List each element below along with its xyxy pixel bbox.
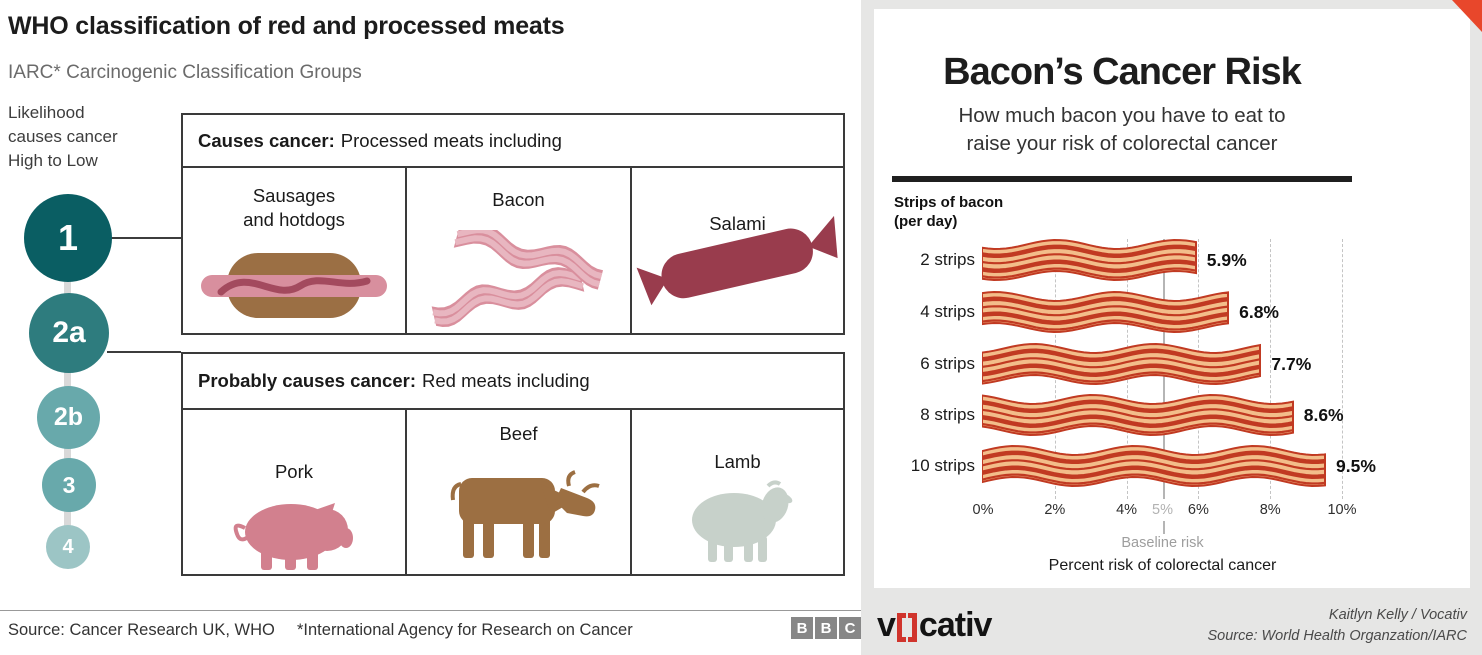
- vocativ-logo-v: v: [877, 606, 896, 644]
- axis-tick-label: 8%: [1259, 502, 1281, 518]
- credit-author: Kaitlyn Kelly / Vocativ: [1328, 607, 1467, 623]
- processed-meats-cells: Sausages and hotdogs Bacon Salami: [183, 168, 843, 333]
- credits: Kaitlyn Kelly / Vocativ Source: World He…: [1208, 605, 1468, 647]
- row-label: 4 strips: [920, 302, 975, 321]
- value-label: 7.7%: [1271, 354, 1312, 374]
- group-circle-4: 4: [46, 525, 90, 569]
- red-meats-header: Probably causes cancer: Red meats includ…: [183, 354, 843, 410]
- group-circle-2a: 2a: [29, 293, 109, 373]
- bacon-risk-card: Bacon’s Cancer Risk How much bacon you h…: [874, 9, 1470, 588]
- left-panel-title: WHO classification of red and processed …: [8, 12, 565, 40]
- vocativ-o-icon: [896, 613, 917, 642]
- vocativ-logo: v cativ: [877, 606, 992, 645]
- baseline-tick: [1162, 521, 1165, 534]
- row-label: 8 strips: [920, 405, 975, 424]
- title-rule: [892, 176, 1352, 182]
- bacon-bar: [981, 341, 1262, 392]
- group2a-connector-line: [107, 351, 181, 353]
- red-meats-cells: Pork: [183, 410, 843, 574]
- value-label: 6.8%: [1239, 302, 1279, 322]
- bbc-logo-letter: C: [839, 617, 861, 639]
- axis-tick-label: 2%: [1044, 502, 1066, 518]
- group-circle-1: 1: [24, 194, 112, 282]
- vocativ-logo-rest: cativ: [918, 606, 992, 644]
- y-axis-series-label: Strips of bacon (per day): [894, 194, 1004, 230]
- beef-label: Beef: [499, 423, 538, 444]
- axis-tick-label: 0%: [972, 502, 994, 518]
- baseline-label: Baseline risk: [1121, 535, 1204, 551]
- likelihood-axis-note: Likelihood causes cancer High to Low: [8, 103, 118, 170]
- sausages-label: Sausages and hotdogs: [243, 185, 345, 230]
- cell-beef: Beef: [405, 410, 630, 574]
- value-label: 9.5%: [1336, 456, 1376, 476]
- credit-source: Source: World Health Organzation/IARC: [1207, 628, 1468, 644]
- salami-label: Salami: [709, 213, 766, 234]
- cow-icon: [450, 470, 600, 558]
- hotdog-icon: [201, 253, 387, 318]
- cell-salami: Salami: [630, 168, 843, 333]
- x-axis-title: Percent risk of colorectal cancer: [1048, 557, 1277, 574]
- salami-icon: [636, 215, 838, 306]
- pig-icon: [233, 503, 353, 570]
- bbc-logo-letter: B: [791, 617, 813, 639]
- chart-title: Bacon’s Cancer Risk: [943, 51, 1302, 93]
- red-meats-header-bold: Probably causes cancer:: [198, 370, 416, 391]
- bbc-logo-letter: B: [815, 617, 837, 639]
- axis-tick-label: 4%: [1116, 502, 1138, 518]
- value-label: 5.9%: [1206, 250, 1247, 270]
- red-meats-header-rest: Red meats including: [422, 370, 590, 391]
- gridline-8%: [1270, 239, 1272, 499]
- row-label: 2 strips: [920, 250, 975, 269]
- lamb-label: Lamb: [714, 451, 761, 472]
- cell-lamb: Lamb: [630, 410, 843, 574]
- group1-connector-line: [110, 237, 181, 239]
- processed-meats-box: Causes cancer: Processed meats including…: [181, 113, 845, 335]
- bacon-icon: [425, 224, 609, 335]
- axis-tick-label: 10%: [1327, 502, 1357, 518]
- footer-divider: [0, 610, 861, 611]
- left-panel-subtitle: IARC* Carcinogenic Classification Groups: [8, 62, 362, 83]
- processed-meats-header-rest: Processed meats including: [340, 129, 562, 151]
- who-classification-panel: WHO classification of red and processed …: [0, 12, 861, 639]
- group-circle-2b: 2b: [37, 386, 100, 449]
- iarc-footnote: *International Agency for Research on Ca…: [297, 621, 633, 639]
- row-label: 10 strips: [910, 456, 975, 475]
- axis-tick-label: 5%: [1152, 502, 1173, 518]
- group-circle-3: 3: [42, 458, 96, 512]
- bbc-logo: B B C: [791, 617, 861, 639]
- red-meats-box: Probably causes cancer: Red meats includ…: [181, 352, 845, 576]
- bacon-bar: [981, 443, 1327, 494]
- row-label: 6 strips: [920, 354, 975, 373]
- axis-tick-label: 6%: [1187, 502, 1209, 518]
- cell-bacon: Bacon: [405, 168, 630, 333]
- processed-meats-header: Causes cancer: Processed meats including: [183, 115, 843, 168]
- chart-subtitle: How much bacon you have to eat to raise …: [958, 104, 1286, 155]
- bacon-bar: [981, 392, 1295, 443]
- gridline-10%: [1342, 239, 1343, 499]
- sheep-icon: [692, 480, 793, 562]
- value-label: 8.6%: [1303, 405, 1344, 425]
- source-text: Source: Cancer Research UK, WHO: [8, 621, 275, 639]
- bacon-label: Bacon: [492, 189, 545, 210]
- bacon-bar: [981, 237, 1198, 288]
- cell-sausages: Sausages and hotdogs: [183, 168, 405, 333]
- pork-label: Pork: [274, 461, 314, 482]
- processed-meats-header-bold: Causes cancer:: [198, 129, 335, 151]
- bacon-bar: [981, 289, 1230, 340]
- cell-pork: Pork: [183, 410, 405, 574]
- bacon-chart: Baseline risk 0% 2% 4% 5% 6% 8% 10% 2 strips 5.9%…: [874, 9, 1470, 588]
